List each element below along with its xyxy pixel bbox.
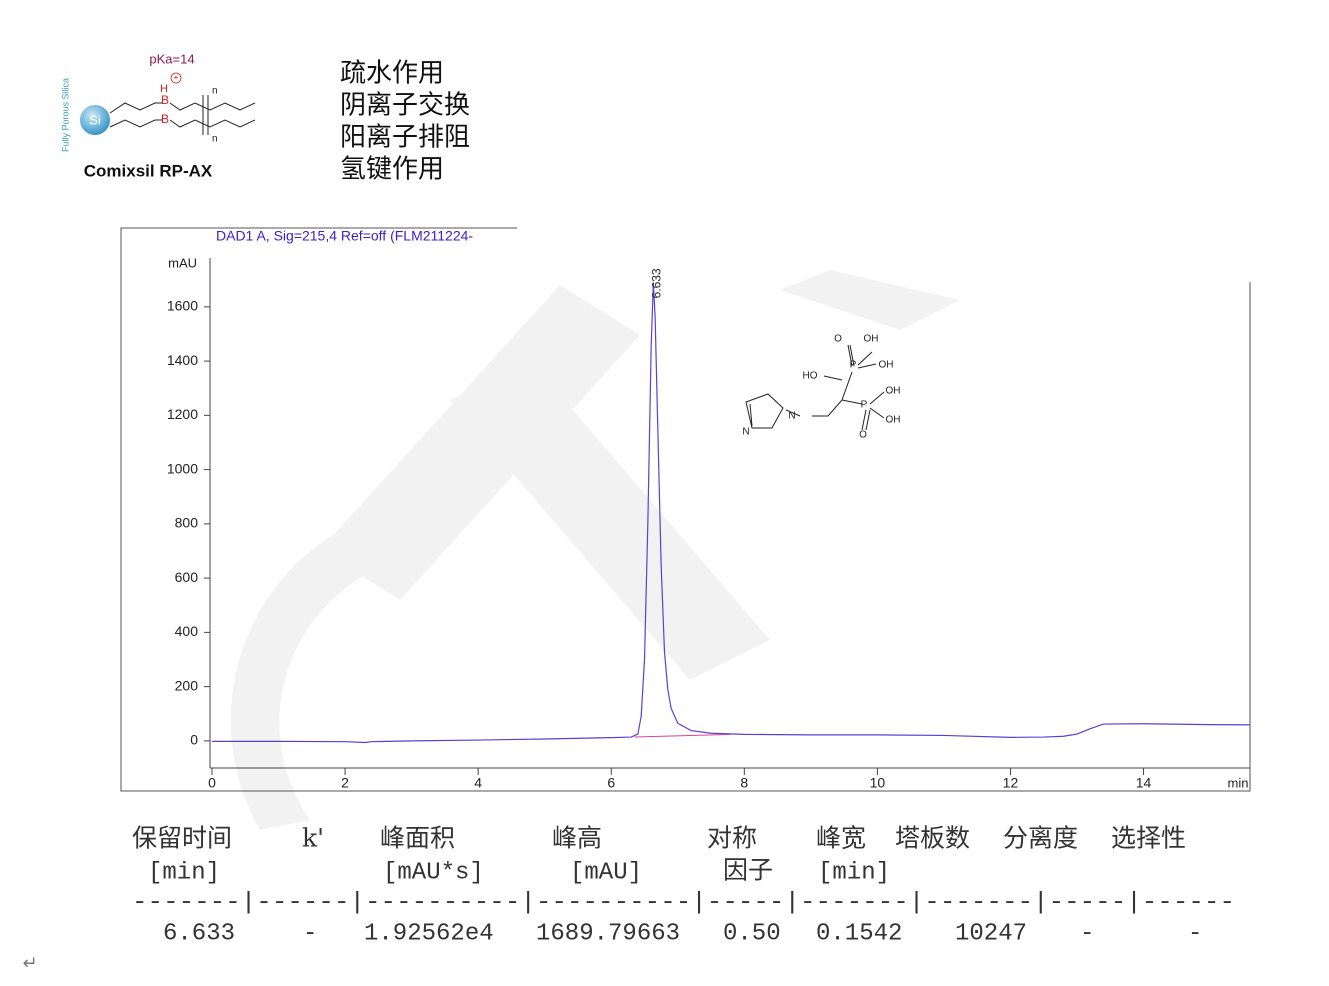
mode: 阳离子排阻: [340, 123, 470, 153]
trace: [212, 282, 1250, 744]
x-tick-label: 2: [341, 775, 349, 791]
header-cell: 峰高: [552, 824, 602, 853]
paragraph-mark: ↵: [22, 953, 37, 974]
cell: 0.1542: [816, 920, 902, 947]
atom-label: OH: [886, 415, 901, 426]
chart-title: DAD1 A, Sig=215,4 Ref=off (FLM211224-: [216, 228, 473, 244]
atom-label: O: [859, 430, 867, 441]
header-cell: 保留时间: [132, 824, 232, 853]
product-name: Comixsil RP-AX: [84, 161, 213, 180]
cell: 6.633: [163, 920, 235, 947]
cell: 0.50: [723, 920, 781, 947]
si-label: Si: [89, 112, 101, 127]
atom-label: O: [834, 334, 842, 345]
cell: 10247: [955, 920, 1027, 947]
unit-cell: [min]: [148, 859, 220, 886]
y-tick-label: 1400: [167, 352, 198, 368]
peak-label: 6.633: [650, 268, 664, 298]
header-cell: 分离度: [1003, 824, 1078, 853]
atom-label: OH: [879, 360, 894, 371]
chains: [109, 102, 256, 128]
header-cell: 选择性: [1111, 824, 1186, 853]
atom-label: HO: [803, 371, 818, 382]
mode: 阴离子交换: [340, 91, 470, 121]
chart-frame: [120, 227, 1251, 792]
integration-baseline: [634, 733, 732, 738]
n-label: n: [212, 134, 218, 145]
header-cell: k': [302, 824, 324, 853]
mode: 氢键作用: [340, 155, 444, 185]
atom-label: N: [788, 411, 795, 422]
y-tick-label: 200: [175, 677, 199, 693]
header-cell: 峰宽: [816, 824, 866, 853]
y-tick-label: 400: [175, 623, 199, 639]
separator: -------|------|----------|----------|---…: [132, 889, 1235, 916]
x-tick-label: 10: [870, 775, 886, 791]
x-tick-label: 14: [1136, 775, 1152, 791]
results-table: 保留时间 k' 峰面积 峰高 对称 峰宽 塔板数 分离度 选择性 [min] […: [132, 824, 1235, 948]
y-tick-label: 600: [175, 569, 199, 585]
y-axis-label: mAU: [168, 255, 197, 270]
phase-structure: Fully Porous Silica Si B B H + n n pKa=1…: [60, 51, 256, 180]
unit-cell: [mAU]: [570, 859, 642, 886]
charge: [170, 72, 182, 84]
header-cell: 塔板数: [895, 824, 970, 853]
header-cell: 对称: [707, 824, 757, 853]
unit-cell: 因子: [723, 856, 773, 885]
atom-label: OH: [886, 386, 901, 397]
molecule: O OH P OH HO OH P OH O N N: [742, 334, 900, 441]
y-tick-label: 0: [190, 732, 198, 748]
atom-label: OH: [864, 334, 879, 345]
x-tick-label: 12: [1003, 775, 1019, 791]
boron-label: B: [161, 112, 169, 126]
plot: 0 200 400 600 800 1000 1200 1400 1600 0 2 4 6 8 10 12 14…: [167, 268, 1250, 791]
boron-label: B: [161, 93, 169, 107]
charge-sign: +: [174, 73, 179, 82]
pka-label: pKa=14: [149, 51, 194, 66]
n-label: n: [212, 86, 218, 97]
repeat-brackets: [202, 95, 209, 135]
atom-label: N: [742, 427, 749, 438]
y-tick-label: 1600: [167, 298, 198, 314]
cell: -: [1188, 920, 1202, 947]
y-tick-label: 1000: [167, 460, 198, 476]
silica-bead: [80, 105, 110, 135]
y-tick-label: 800: [175, 515, 199, 531]
cell: -: [1080, 920, 1094, 947]
atom-label: P: [861, 400, 868, 411]
cell: -: [303, 920, 317, 947]
hydrogen-label: H: [160, 83, 168, 95]
unit-cell: [mAU*s]: [383, 859, 484, 886]
watermark: [230, 270, 960, 830]
x-tick-label: 4: [474, 775, 482, 791]
cell: 1689.79663: [536, 920, 680, 947]
x-tick-label: 8: [740, 775, 748, 791]
atom-label: P: [850, 360, 857, 371]
cell: 1.92562e4: [364, 920, 494, 947]
x-axis-label: min: [1228, 775, 1249, 790]
unit-cell: [min]: [818, 859, 890, 886]
header-cell: 峰面积: [380, 824, 455, 853]
support-label: Fully Porous Silica: [60, 78, 70, 152]
x-tick-label: 0: [208, 775, 216, 791]
mode: 疏水作用: [340, 59, 444, 89]
y-tick-label: 1200: [167, 406, 198, 422]
x-tick-label: 6: [607, 775, 615, 791]
